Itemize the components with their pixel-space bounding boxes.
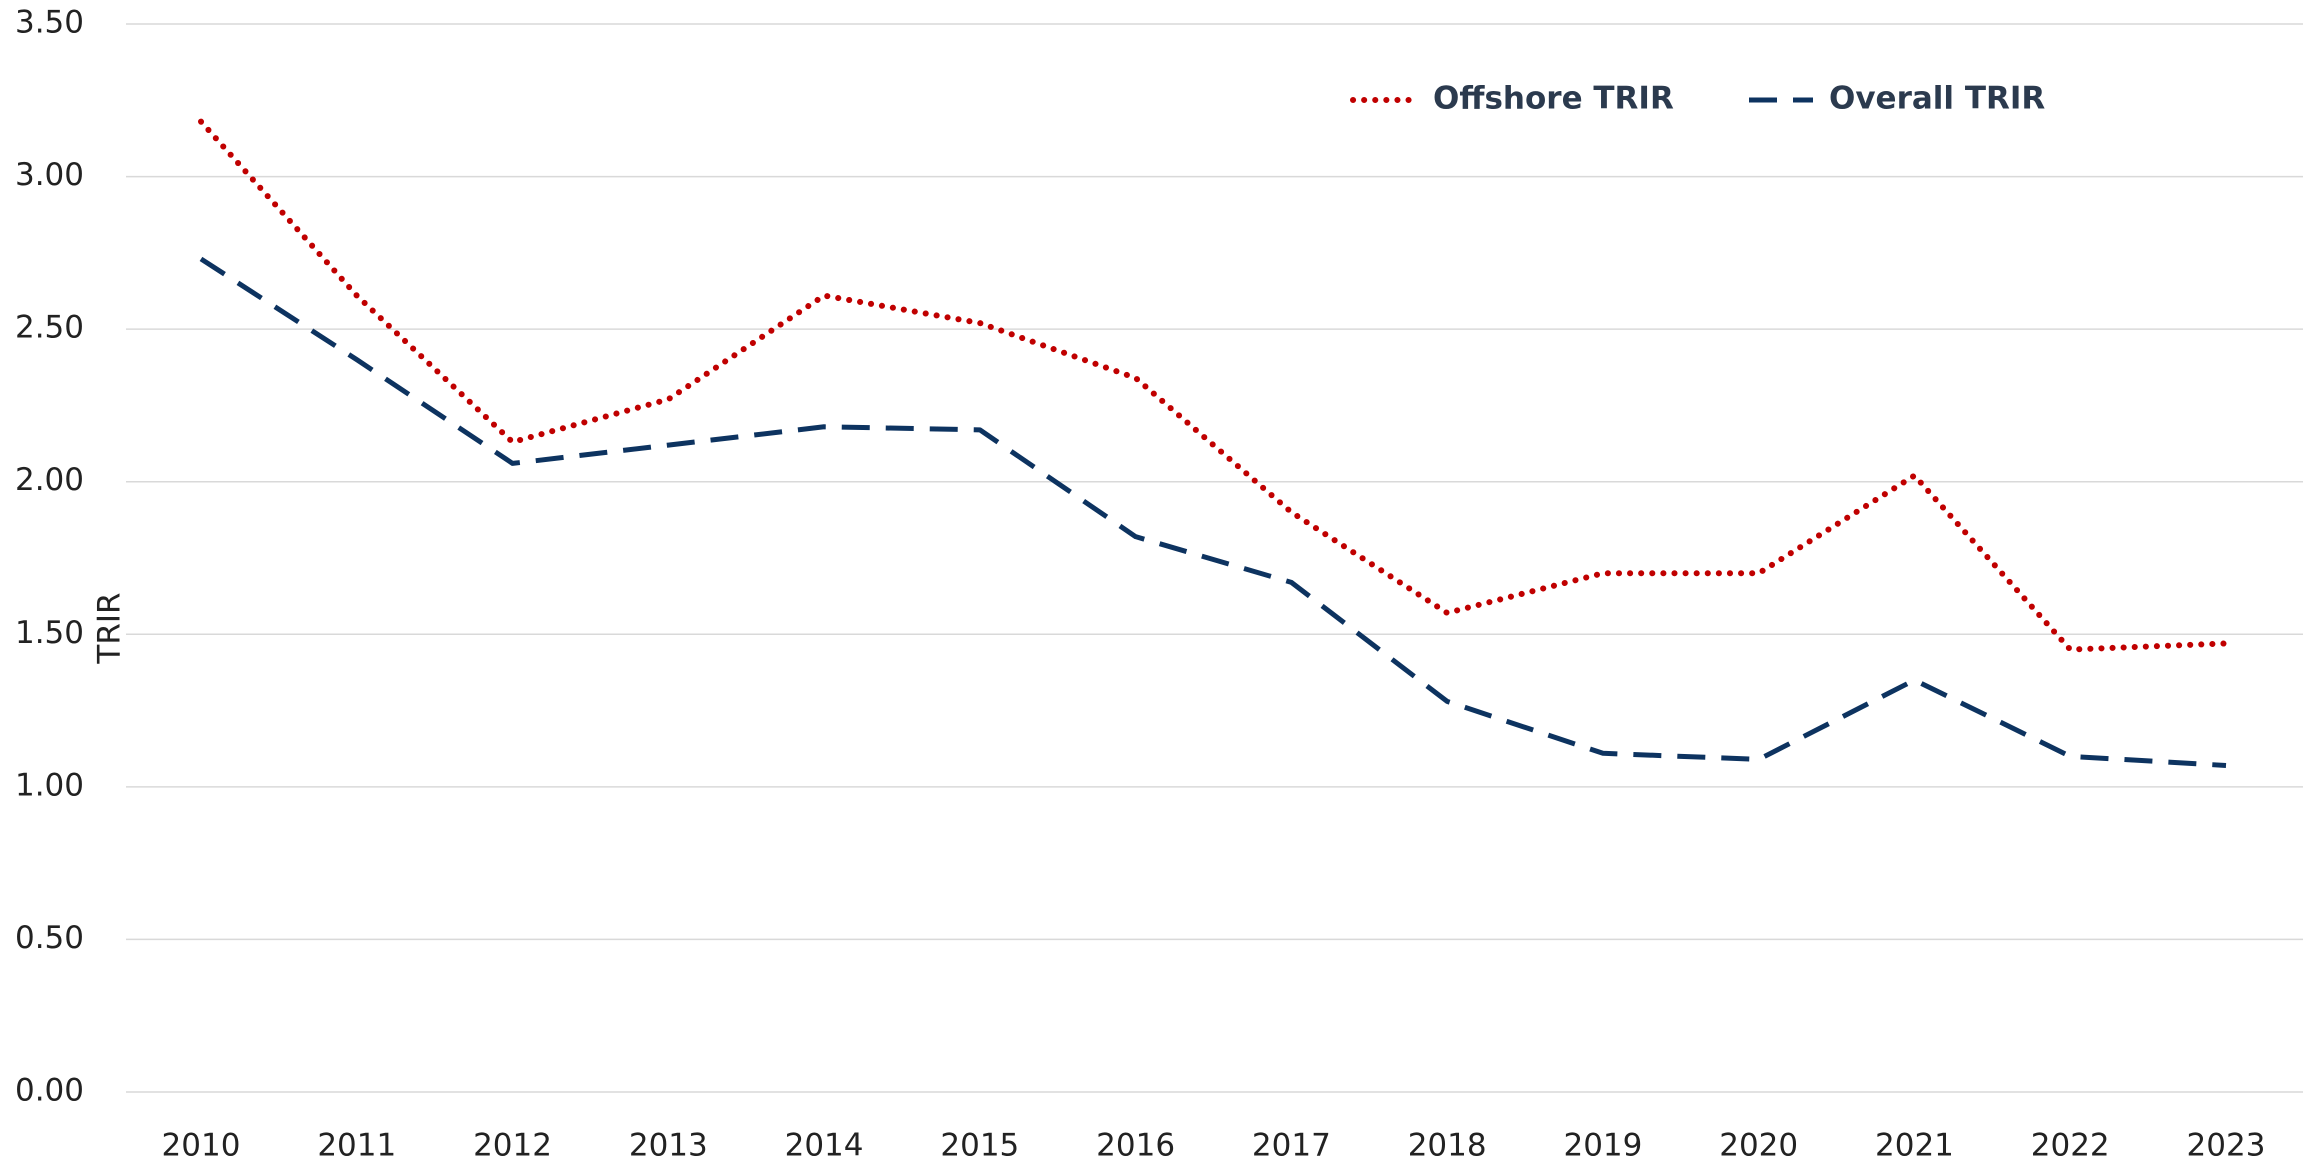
- x-tick-label: 2015: [940, 1128, 1019, 1164]
- legend-label: Overall TRIR: [1829, 81, 2045, 117]
- series-line: [199, 256, 2227, 768]
- x-tick-label: 2016: [1096, 1128, 1175, 1164]
- y-tick-label: 1.50: [15, 615, 84, 651]
- y-tick-label: 2.50: [15, 310, 84, 346]
- x-tick-label: 2014: [785, 1128, 864, 1164]
- x-tick-label: 2021: [1875, 1128, 1954, 1164]
- x-tick-label: 2020: [1719, 1128, 1798, 1164]
- x-tick-label: 2019: [1563, 1128, 1642, 1164]
- y-tick-label: 0.00: [15, 1073, 84, 1109]
- y-tick-label: 2.00: [15, 462, 84, 498]
- x-tick-label: 2011: [317, 1128, 396, 1164]
- x-tick-label: 2018: [1408, 1128, 1487, 1164]
- y-axis-label: TRIR: [92, 592, 128, 664]
- x-tick-label: 2017: [1252, 1128, 1331, 1164]
- x-tick-label: 2010: [162, 1128, 241, 1164]
- x-tick-label: 2013: [629, 1128, 708, 1164]
- y-tick-label: 3.50: [15, 5, 84, 41]
- legend-label: Offshore TRIR: [1433, 81, 1674, 117]
- series-line: [198, 118, 2229, 653]
- x-tick-label: 2012: [473, 1128, 552, 1164]
- x-tick-label: 2023: [2187, 1128, 2266, 1164]
- y-tick-label: 0.50: [15, 920, 84, 956]
- y-tick-label: 1.00: [15, 767, 84, 803]
- y-tick-label: 3.00: [15, 157, 84, 193]
- x-tick-label: 2022: [2031, 1128, 2110, 1164]
